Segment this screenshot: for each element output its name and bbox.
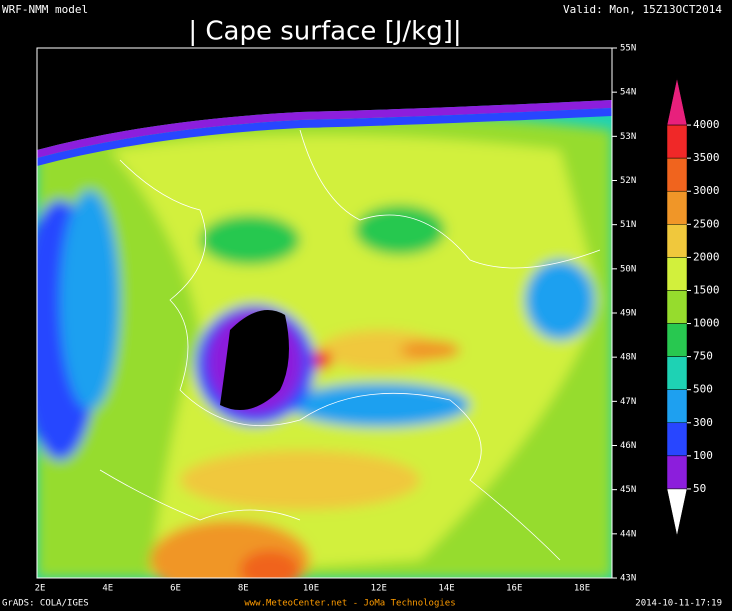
colorbar-label: 1000: [693, 317, 720, 330]
valid-time: Valid: Mon, 15Z13OCT2014: [563, 3, 722, 16]
lat-label: 48N: [620, 353, 636, 363]
colorbar-label: 750: [693, 350, 713, 363]
colorbar-swatch: [666, 323, 688, 357]
colorbar-label: 1500: [693, 283, 720, 296]
footer-left: GrADS: COLA/IGES: [2, 599, 89, 609]
colorbar-swatch: [666, 422, 688, 457]
lat-label: 51N: [620, 220, 636, 230]
colorbar-swatch: [666, 257, 688, 291]
colorbar-swatch: [666, 356, 688, 390]
colorbar-label: 100: [693, 449, 713, 462]
lon-label: 4E: [102, 584, 113, 594]
lon-label: 18E: [574, 584, 590, 594]
colorbar-label: 2500: [693, 217, 720, 230]
colorbar-label: 3000: [693, 184, 720, 197]
model-name: WRF-NMM model: [2, 3, 88, 16]
lon-label: 14E: [438, 584, 454, 594]
lon-label: 10E: [303, 584, 319, 594]
lat-label: 55N: [620, 44, 636, 54]
lon-label: 16E: [506, 584, 522, 594]
lat-label: 50N: [620, 264, 636, 274]
lat-label: 44N: [620, 529, 636, 539]
footer-center: www.MeteoCenter.net - JoMa Technologies: [244, 599, 455, 609]
lat-label: 45N: [620, 485, 636, 495]
cape-field: [37, 48, 612, 578]
lat-label: 43N: [620, 574, 636, 584]
colorbar-swatch: [666, 455, 688, 490]
lat-label: 46N: [620, 441, 636, 451]
footer-right: 2014-10-11-17:19: [635, 599, 722, 609]
lon-label: 12E: [371, 584, 387, 594]
colorbar-swatch: [666, 190, 688, 225]
colorbar-swatch: [666, 290, 688, 324]
lat-label: 54N: [620, 88, 636, 98]
colorbar-swatch: [666, 389, 688, 424]
colorbar-swatch: [666, 157, 688, 192]
colorbar-label: 4000: [693, 118, 720, 131]
colorbar-swatch: [666, 224, 688, 258]
lat-label: 49N: [620, 309, 636, 319]
colorbar-label: 500: [693, 383, 713, 396]
colorbar-swatch: [666, 488, 688, 537]
lon-label: 2E: [35, 584, 46, 594]
lon-label: 8E: [238, 584, 249, 594]
colorbar-label: 50: [693, 482, 706, 495]
colorbar-label: 3500: [693, 151, 720, 164]
colorbar-swatch: [666, 124, 688, 159]
map-title: | Cape surface [J/kg]|: [188, 17, 461, 47]
colorbar-label: 300: [693, 416, 713, 429]
lon-label: 6E: [170, 584, 181, 594]
lat-label: 52N: [620, 176, 636, 186]
lat-label: 47N: [620, 397, 636, 407]
colorbar-label: 2000: [693, 250, 720, 263]
colorbar-swatch: [666, 77, 688, 126]
lat-label: 53N: [620, 132, 636, 142]
